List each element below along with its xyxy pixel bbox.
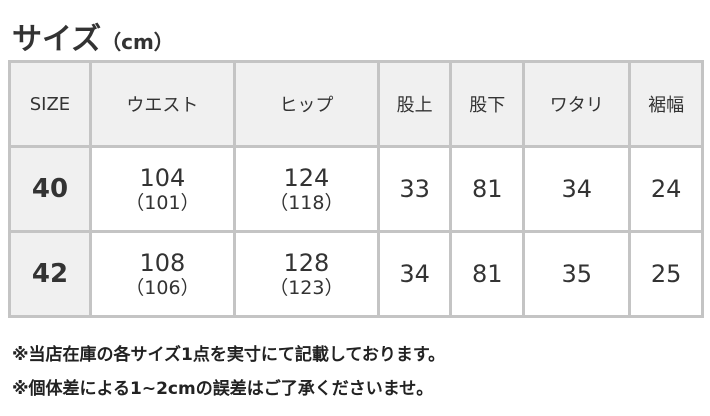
thigh-cell: 35: [522, 230, 632, 318]
notes: ※当店在庫の各サイズ1点を実寸にて記載しております。 ※個体差による1~2cmの…: [12, 338, 445, 406]
header-inseam: 股下: [449, 60, 526, 148]
hip-sub-value: （123）: [269, 277, 344, 299]
waist-value: 108: [139, 249, 186, 277]
hem-cell: 24: [628, 145, 704, 233]
waist-cell: 104 （101）: [88, 145, 236, 233]
waist-sub-value: （106）: [125, 277, 200, 299]
header-rise: 股上: [376, 60, 453, 148]
note-line: ※当店在庫の各サイズ1点を実寸にて記載しております。: [12, 345, 446, 365]
waist-value: 104: [139, 164, 186, 192]
size-table: SIZE ウエスト ヒップ 股上 股下 ワタリ 裾幅 40 104 （101） 1…: [8, 60, 704, 318]
header-size: SIZE: [8, 60, 92, 148]
note-line: ※個体差による1~2cmの誤差はご了承くださいませ。: [12, 379, 434, 399]
header-thigh: ワタリ: [522, 60, 632, 148]
hip-cell: 124 （118）: [232, 145, 380, 233]
hip-value: 124: [283, 164, 330, 192]
inseam-cell: 81: [449, 145, 526, 233]
waist-cell: 108 （106）: [88, 230, 236, 318]
header-hem: 裾幅: [628, 60, 704, 148]
thigh-cell: 34: [522, 145, 632, 233]
unit-label: （cm）: [101, 30, 174, 54]
page-title: サイズ（cm）: [12, 14, 174, 58]
inseam-cell: 81: [449, 230, 526, 318]
header-waist: ウエスト: [88, 60, 236, 148]
size-cell: 40: [8, 145, 92, 233]
rise-cell: 33: [376, 145, 453, 233]
hip-sub-value: （118）: [269, 192, 344, 214]
title-text: サイズ: [12, 22, 102, 57]
hip-value: 128: [283, 249, 330, 277]
hip-cell: 128 （123）: [232, 230, 380, 318]
hem-cell: 25: [628, 230, 704, 318]
table-row: 42 108 （106） 128 （123） 34 81 35 25: [8, 230, 704, 318]
rise-cell: 34: [376, 230, 453, 318]
size-cell: 42: [8, 230, 92, 318]
header-hip: ヒップ: [232, 60, 380, 148]
header-row: SIZE ウエスト ヒップ 股上 股下 ワタリ 裾幅: [8, 60, 704, 148]
table-row: 40 104 （101） 124 （118） 33 81 34 24: [8, 145, 704, 233]
waist-sub-value: （101）: [125, 192, 200, 214]
